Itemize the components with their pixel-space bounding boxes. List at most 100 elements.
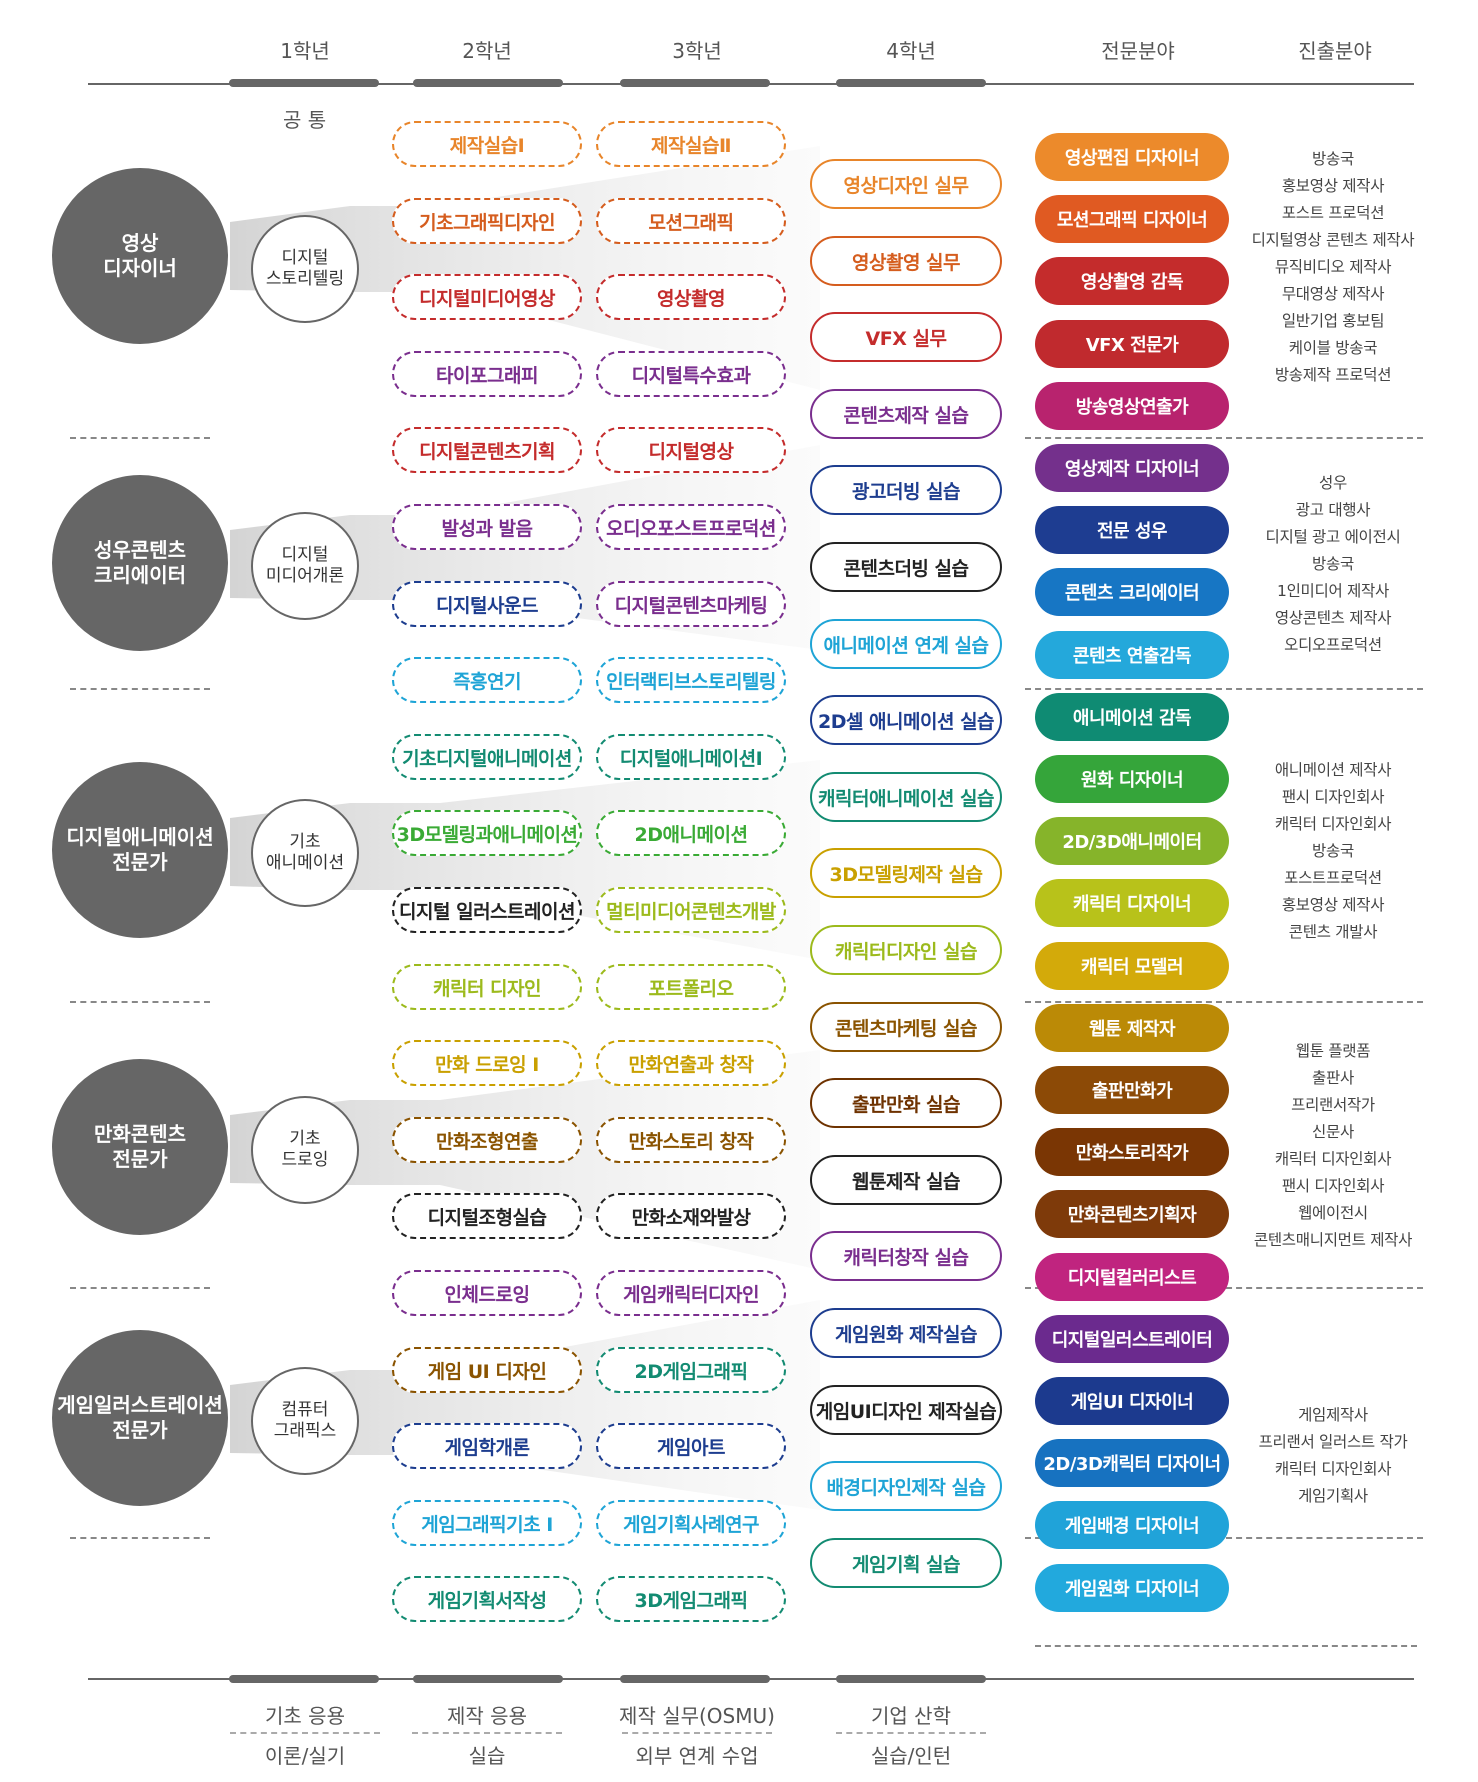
course-pill-year4: 콘텐츠제작 실습 — [810, 389, 1002, 439]
career-item: 애니메이션 제작사 — [1274, 761, 1392, 779]
track-circle-animation: 디지털애니메이션 전문가 — [52, 762, 228, 938]
course-pill-year4: 콘텐츠마케팅 실습 — [810, 1002, 1002, 1052]
career-item: 출판사 — [1312, 1069, 1354, 1087]
career-item: 방송국 — [1312, 555, 1354, 573]
career-item: 게임제작사 — [1298, 1406, 1368, 1424]
course-pill-year3: 만화스토리 창작 — [596, 1117, 786, 1163]
foundation-circle: 디지털 미디어개론 — [251, 512, 359, 620]
footer-divider — [412, 1732, 562, 1734]
career-item: 광고 대행사 — [1295, 501, 1371, 519]
separator-left — [70, 1537, 210, 1539]
course-pill-year3: 만화연출과 창작 — [596, 1040, 786, 1086]
career-item: 무대영상 제작사 — [1281, 285, 1385, 303]
top-bar-year1 — [229, 79, 379, 87]
course-pill-year2: 캐릭터 디자인 — [392, 964, 582, 1010]
career-item: 홍보영상 제작사 — [1281, 177, 1385, 195]
course-pill-year4: 광고더빙 실습 — [810, 465, 1002, 515]
career-group: 웹툰 플랫폼 출판사 프리랜서작가 신문사 캐릭터 디자인회사 팬시 디자인회사 웹에이전시… — [1233, 1038, 1433, 1254]
header-career: 진출분야 — [1298, 39, 1372, 63]
course-pill-year3: 2D애니메이션 — [596, 810, 786, 856]
course-pill-year3: 게임기획사례연구 — [596, 1500, 786, 1546]
specialty-pill: 영상제작 디자이너 — [1035, 444, 1229, 492]
course-pill-year4: 영상디자인 실무 — [810, 159, 1002, 209]
course-pill-year2: 게임기획서작성 — [392, 1576, 582, 1622]
specialty-pill: 원화 디자이너 — [1035, 755, 1229, 803]
course-pill-year2: 디지털사운드 — [392, 581, 582, 627]
career-item: 웹툰 플랫폼 — [1295, 1042, 1371, 1060]
career-item: 오디오프로덕션 — [1284, 636, 1382, 654]
specialty-pill: VFX 전문가 — [1035, 320, 1229, 368]
career-item: 뮤직비디오 제작사 — [1274, 258, 1392, 276]
specialty-pill: 애니메이션 감독 — [1035, 693, 1229, 741]
course-pill-year2: 타이포그래피 — [392, 351, 582, 397]
foundation-circle: 컴퓨터 그래픽스 — [251, 1367, 359, 1475]
specialty-pill: 전문 성우 — [1035, 506, 1229, 554]
course-pill-year3: 디지털특수효과 — [596, 351, 786, 397]
bottom-bar-year4 — [836, 1675, 986, 1683]
course-pill-year2: 인체드로잉 — [392, 1270, 582, 1316]
career-item: 일반기업 홍보팀 — [1281, 312, 1385, 330]
course-pill-year4: 콘텐츠더빙 실습 — [810, 542, 1002, 592]
foundation-circle: 기초 드로잉 — [251, 1096, 359, 1204]
course-pill-year4: 애니메이션 연계 실습 — [810, 619, 1002, 669]
footer-year1-bottom: 이론/실기 — [264, 1744, 346, 1768]
footer-divider — [836, 1732, 986, 1734]
specialty-pill: 만화스토리작가 — [1035, 1128, 1229, 1176]
course-pill-year3: 오디오포스트프로덕션 — [596, 504, 786, 550]
specialty-pill: 출판만화가 — [1035, 1066, 1229, 1114]
career-group: 게임제작사 프리랜서 일러스트 작가 캐릭터 디자인회사 게임기획사 — [1233, 1402, 1433, 1510]
course-pill-year3: 2D게임그래픽 — [596, 1347, 786, 1393]
course-pill-year4: 캐릭터디자인 실습 — [810, 925, 1002, 975]
course-pill-year3: 영상촬영 — [596, 274, 786, 320]
header-year4: 4학년 — [886, 39, 936, 63]
footer-year1-top: 기초 응용 — [265, 1704, 345, 1728]
career-item: 방송국 — [1312, 842, 1354, 860]
separator-left — [70, 1001, 210, 1003]
specialty-pill: 모션그래픽 디자이너 — [1035, 195, 1229, 243]
course-pill-year2: 디지털콘텐츠기획 — [392, 427, 582, 473]
course-pill-year3: 3D게임그래픽 — [596, 1576, 786, 1622]
separator-left — [70, 688, 210, 690]
course-pill-year2: 기초그래픽디자인 — [392, 198, 582, 244]
course-pill-year2: 디지털미디어영상 — [392, 274, 582, 320]
common-label: 공 통 — [283, 108, 327, 132]
specialty-pill: 영상촬영 감독 — [1035, 257, 1229, 305]
course-pill-year3: 제작실습Ⅱ — [596, 121, 786, 167]
career-group: 애니메이션 제작사 팬시 디자인회사 캐릭터 디자인회사 방송국 포스트프로덕션 홍보영상… — [1233, 757, 1433, 946]
course-pill-year2: 즉흥연기 — [392, 657, 582, 703]
course-pill-year4: 배경디자인제작 실습 — [810, 1461, 1002, 1511]
career-item: 프리랜서작가 — [1291, 1096, 1375, 1114]
course-pill-year3: 게임캐릭터디자인 — [596, 1270, 786, 1316]
career-item: 캐릭터 디자인회사 — [1274, 1460, 1392, 1478]
course-pill-year2: 게임그래픽기초 I — [392, 1500, 582, 1546]
separator-left — [70, 437, 210, 439]
separator-right — [1025, 1001, 1423, 1003]
track-circle-comics: 만화콘텐츠 전문가 — [52, 1059, 228, 1235]
course-pill-year4: 게임기획 실습 — [810, 1538, 1002, 1588]
bottom-bar-year3 — [620, 1675, 770, 1683]
career-item: 포스트프로덕션 — [1284, 869, 1382, 887]
course-pill-year4: 출판만화 실습 — [810, 1078, 1002, 1128]
course-pill-year4: 게임원화 제작실습 — [810, 1308, 1002, 1358]
career-item: 신문사 — [1312, 1123, 1354, 1141]
separator-right — [1025, 437, 1423, 439]
career-group: 성우 광고 대행사 디지털 광고 에이전시 방송국 1인미디어 제작사 영상콘텐츠 제작사… — [1233, 470, 1433, 659]
specialty-pill: 2D/3D캐릭터 디자이너 — [1035, 1439, 1229, 1487]
career-item: 프리랜서 일러스트 작가 — [1258, 1433, 1408, 1451]
course-pill-year2: 기초디지털애니메이션 — [392, 734, 582, 780]
course-pill-year4: 웹툰제작 실습 — [810, 1155, 1002, 1205]
career-item: 디지털영상 콘텐츠 제작사 — [1251, 231, 1415, 249]
career-item: 방송제작 프로덕션 — [1274, 366, 1392, 384]
top-bar-year2 — [413, 79, 563, 87]
specialty-pill: 콘텐츠 연출감독 — [1035, 631, 1229, 679]
career-item: 홍보영상 제작사 — [1281, 896, 1385, 914]
specialty-pill: 2D/3D애니메이터 — [1035, 817, 1229, 865]
career-item: 방송국 — [1312, 150, 1354, 168]
specialty-pill: 캐릭터 디자이너 — [1035, 879, 1229, 927]
course-pill-year2: 발성과 발음 — [392, 504, 582, 550]
foundation-circle: 디지털 스토리텔링 — [251, 215, 359, 323]
career-item: 포스트 프로덕션 — [1281, 204, 1385, 222]
course-pill-year2: 게임 UI 디자인 — [392, 1347, 582, 1393]
course-pill-year4: 게임UI디자인 제작실습 — [810, 1385, 1002, 1435]
specialty-pill: 디지털일러스트레이터 — [1035, 1315, 1229, 1363]
